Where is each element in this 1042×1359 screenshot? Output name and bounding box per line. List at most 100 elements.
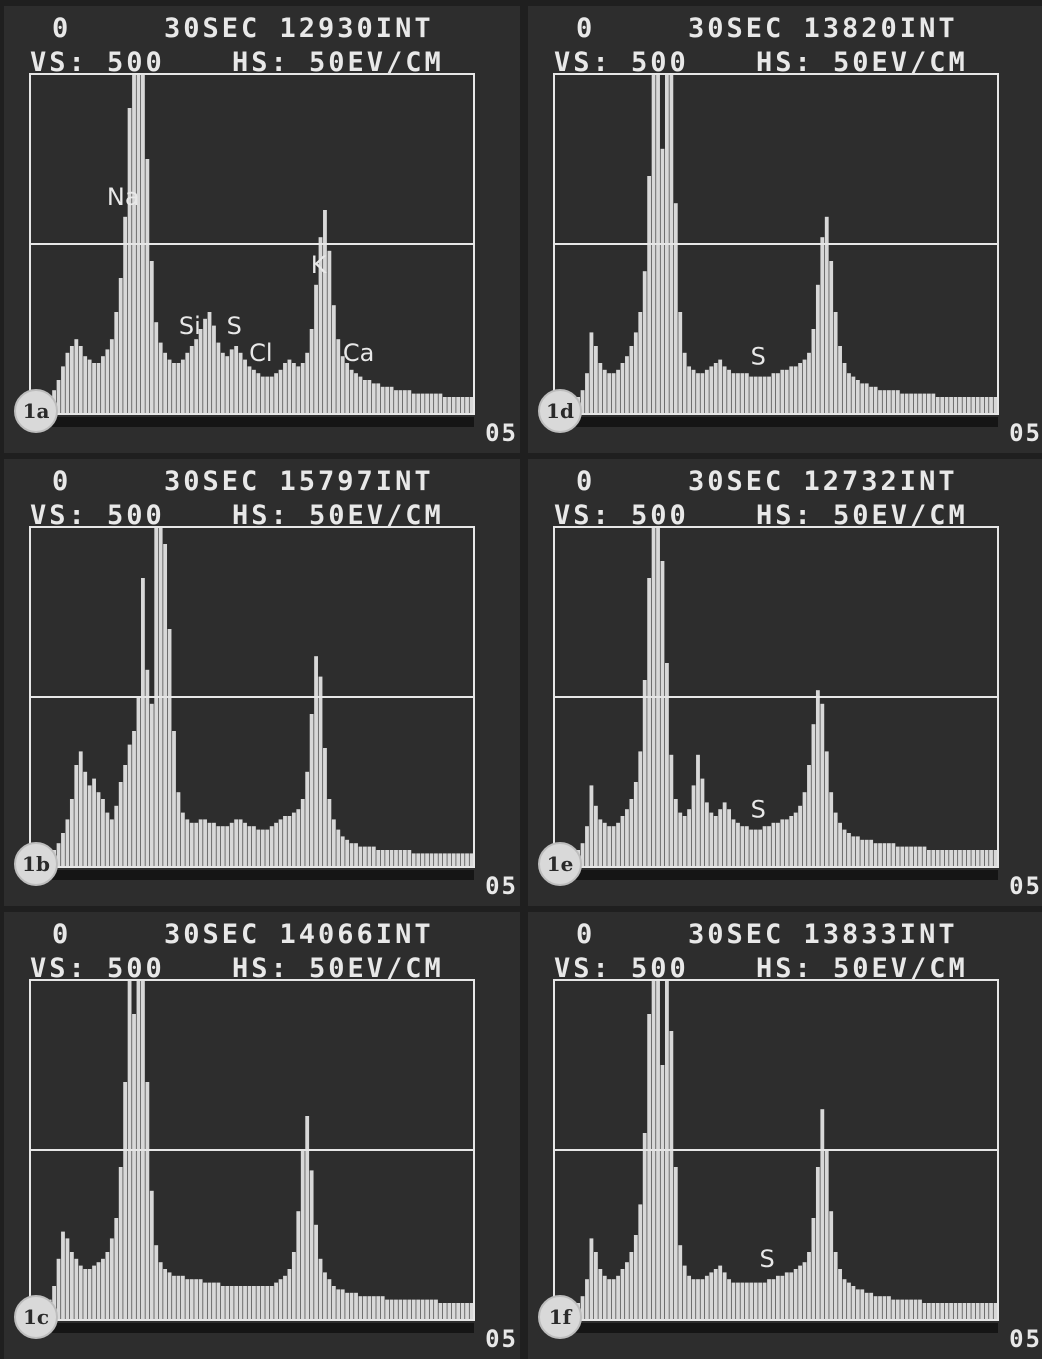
- peak-label: Ca: [343, 339, 374, 367]
- spectrum-bar: [425, 393, 429, 414]
- spectrum-panel-1d: 0 30SEC 13820INT VS: 500 HS: 50EV/CM S 05 1d: [528, 6, 1042, 453]
- spectrum-bar: [243, 822, 247, 867]
- panel-label-badge: 1f: [538, 1295, 582, 1339]
- peak-label: K: [311, 251, 328, 279]
- spectrum-bar: [434, 393, 438, 414]
- spectrum-bar: [149, 703, 154, 867]
- spectrum-bar: [802, 359, 807, 414]
- spectrum-bar: [56, 380, 61, 414]
- spectrum-bar: [984, 850, 989, 867]
- spectrum-bar: [220, 1286, 225, 1320]
- spectrum-bar: [354, 843, 358, 867]
- spectrum-bar: [220, 352, 225, 414]
- spectrum-bar: [149, 1190, 154, 1320]
- spectrum-bar: [101, 799, 105, 867]
- spectrum-bar: [243, 359, 247, 414]
- spectrum-bar: [460, 1303, 465, 1320]
- spectrum-bar: [900, 393, 905, 414]
- spectrum-bar: [807, 1252, 811, 1320]
- preset-readout: 0: [52, 466, 72, 497]
- spectrum-bar: [180, 359, 185, 414]
- spectrum-bar: [252, 369, 256, 414]
- spectrum-bar: [993, 1303, 998, 1320]
- spectrum-bar: [824, 216, 829, 414]
- spectrum-bar: [971, 850, 976, 867]
- spectrum-bar: [323, 1272, 327, 1320]
- spectrum-bar: [163, 352, 168, 414]
- spectrum-bar: [229, 822, 234, 867]
- spectrum-bar: [283, 1275, 287, 1320]
- spectrum-bar: [589, 332, 594, 414]
- spectrum-bar: [416, 853, 421, 867]
- spectrum-bar: [469, 1303, 474, 1320]
- spectrum-bar: [700, 373, 705, 414]
- spectrum-bar: [611, 826, 616, 867]
- spectrum-bar: [629, 346, 634, 414]
- spectrum-bar: [420, 393, 425, 414]
- spectrum-bar: [944, 397, 949, 414]
- spectrum-bar: [194, 339, 199, 414]
- panel-label-badge: 1b: [14, 842, 58, 886]
- spectrum-bar: [607, 373, 612, 414]
- spectrum-bar: [789, 816, 794, 867]
- spectrum-bar: [638, 751, 643, 867]
- spectrum-bar: [958, 850, 962, 867]
- spectrum-bar: [305, 1116, 310, 1320]
- spectrum-bar: [962, 397, 967, 414]
- spectrum-bar: [855, 1289, 860, 1320]
- spectrum-bar: [793, 812, 798, 867]
- spectrum-bar: [918, 846, 922, 867]
- spectrum-bar: [189, 1279, 194, 1320]
- spectrum-bar: [731, 819, 736, 867]
- spectrum-bar: [167, 629, 172, 867]
- spectrum-bar: [465, 397, 469, 414]
- spectrum-bar: [243, 1286, 247, 1320]
- spectrum-bar: [198, 329, 203, 414]
- spectrum-bar: [975, 397, 980, 414]
- spectrum-bar: [962, 1303, 967, 1320]
- spectrum-bar: [709, 812, 714, 867]
- spectrum-bar: [687, 809, 692, 867]
- spectrum-bar: [625, 809, 629, 867]
- spectrum-bar: [727, 369, 731, 414]
- spectrum-bar: [638, 1204, 643, 1320]
- spectrum-bar: [873, 386, 878, 414]
- spectrum-bar: [909, 846, 914, 867]
- spectrum-bar: [420, 853, 425, 867]
- spectrum-plot: S: [553, 526, 999, 880]
- spectrum-bar: [633, 1235, 638, 1320]
- spectrum-bar: [354, 373, 358, 414]
- spectrum-bar: [278, 1279, 283, 1320]
- panel-label-badge: 1c: [14, 1295, 58, 1339]
- spectrum-bar: [234, 1286, 239, 1320]
- peak-label: Si: [179, 312, 201, 340]
- spectrum-bar: [669, 754, 674, 867]
- spectrum-bar: [847, 833, 851, 867]
- spectrum-bar: [776, 373, 780, 414]
- peak-label: S: [759, 1245, 774, 1273]
- spectrum-bar: [163, 544, 168, 867]
- horizontal-scale-readout: HS: 50EV/CM: [756, 47, 968, 78]
- spectrum-bar: [269, 376, 274, 414]
- spectrum-bar: [74, 765, 79, 867]
- spectrum-bar: [167, 359, 172, 414]
- spectrum-bar: [980, 850, 985, 867]
- spectrum-bar: [736, 373, 740, 414]
- spectrum-bar: [402, 390, 407, 414]
- spectrum-bar: [340, 1289, 345, 1320]
- spectrum-bar: [434, 853, 438, 867]
- spectrum-bar: [61, 366, 65, 414]
- panel-label-badge: 1a: [14, 389, 58, 433]
- spectrum-bar: [394, 390, 398, 414]
- spectrum-bar: [940, 850, 945, 867]
- spectrum-bar: [203, 318, 207, 414]
- spectrum-bar: [176, 363, 181, 414]
- spectrum-bar: [318, 1258, 323, 1320]
- spectrum-bar: [78, 1265, 83, 1320]
- spectrum-bar: [132, 1014, 136, 1320]
- spectrum-bar: [904, 393, 909, 414]
- spectrum-bar: [96, 1262, 101, 1320]
- spectrum-bar: [101, 1258, 105, 1320]
- spectrum-bar: [283, 816, 287, 867]
